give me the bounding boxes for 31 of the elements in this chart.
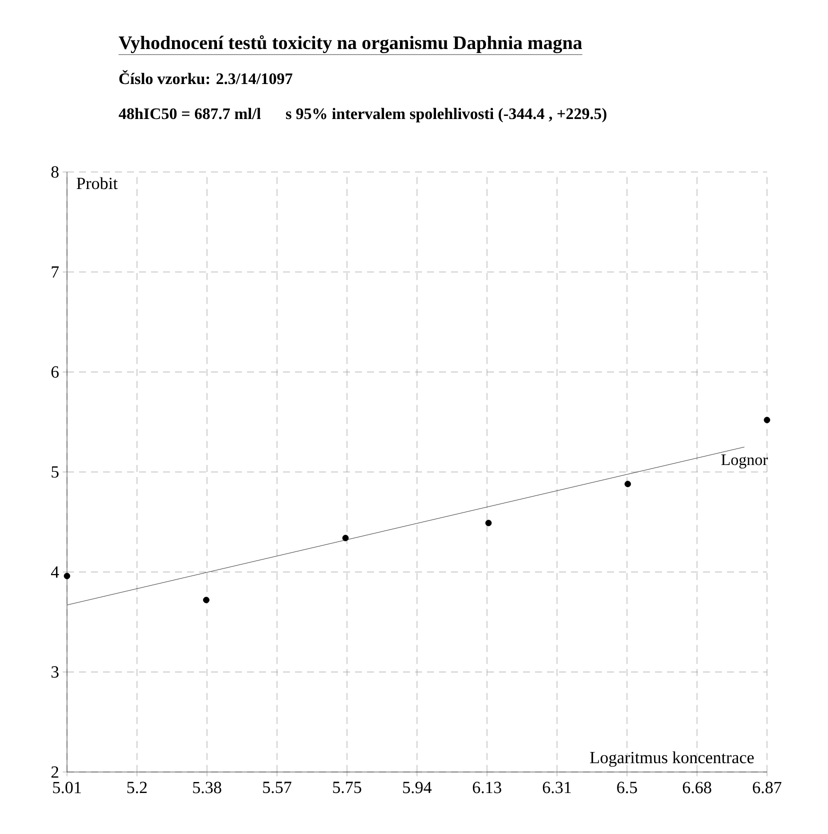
x-tick-label: 5.38	[193, 782, 222, 794]
series-label: Lognor	[721, 454, 768, 468]
x-tick-label: 6.68	[682, 782, 712, 794]
text: s 95% intervalem spolehlivosti (-344.4 , +229.5)	[286, 108, 606, 122]
y-tick-label: 3	[52, 666, 59, 678]
point	[64, 572, 70, 580]
y-axis-title: Probit	[76, 177, 118, 190]
x-tick-label: 6.13	[472, 782, 502, 794]
x-tick-label: 5.94	[403, 782, 432, 794]
point	[342, 534, 349, 542]
point	[624, 480, 631, 488]
text: 48hIC50 = 687.7 ml/l	[118, 108, 261, 120]
y-tick-label: 2	[51, 766, 58, 778]
x-tick-label: 6.31	[542, 782, 571, 794]
x-tick-label: 5.57	[263, 782, 292, 794]
x-tick-label: 5.01	[53, 782, 81, 794]
y-tick-label: 6	[51, 366, 59, 378]
y-tick-label: 8	[51, 166, 59, 178]
y-tick-label: 4	[51, 566, 59, 578]
x-axis-title: Logaritmus koncentrace	[590, 751, 754, 767]
x-tick-label: 6.5	[617, 782, 637, 794]
y-tick-label: 5	[52, 466, 59, 478]
y-tick-label: 7	[52, 266, 59, 278]
chart-subtitle: Číslo vzorku: 2.3/14/1097	[119, 70, 292, 84]
point	[485, 520, 492, 526]
point	[764, 416, 770, 424]
x-tick-label: 5.75	[333, 782, 362, 794]
x-tick-label: 6.87	[752, 782, 782, 794]
x-tick-label: 5.2	[127, 782, 147, 794]
chart-title: Vyhodnocení testů toxicity na organismu Daphnia magna	[118, 35, 582, 54]
point	[203, 596, 210, 604]
